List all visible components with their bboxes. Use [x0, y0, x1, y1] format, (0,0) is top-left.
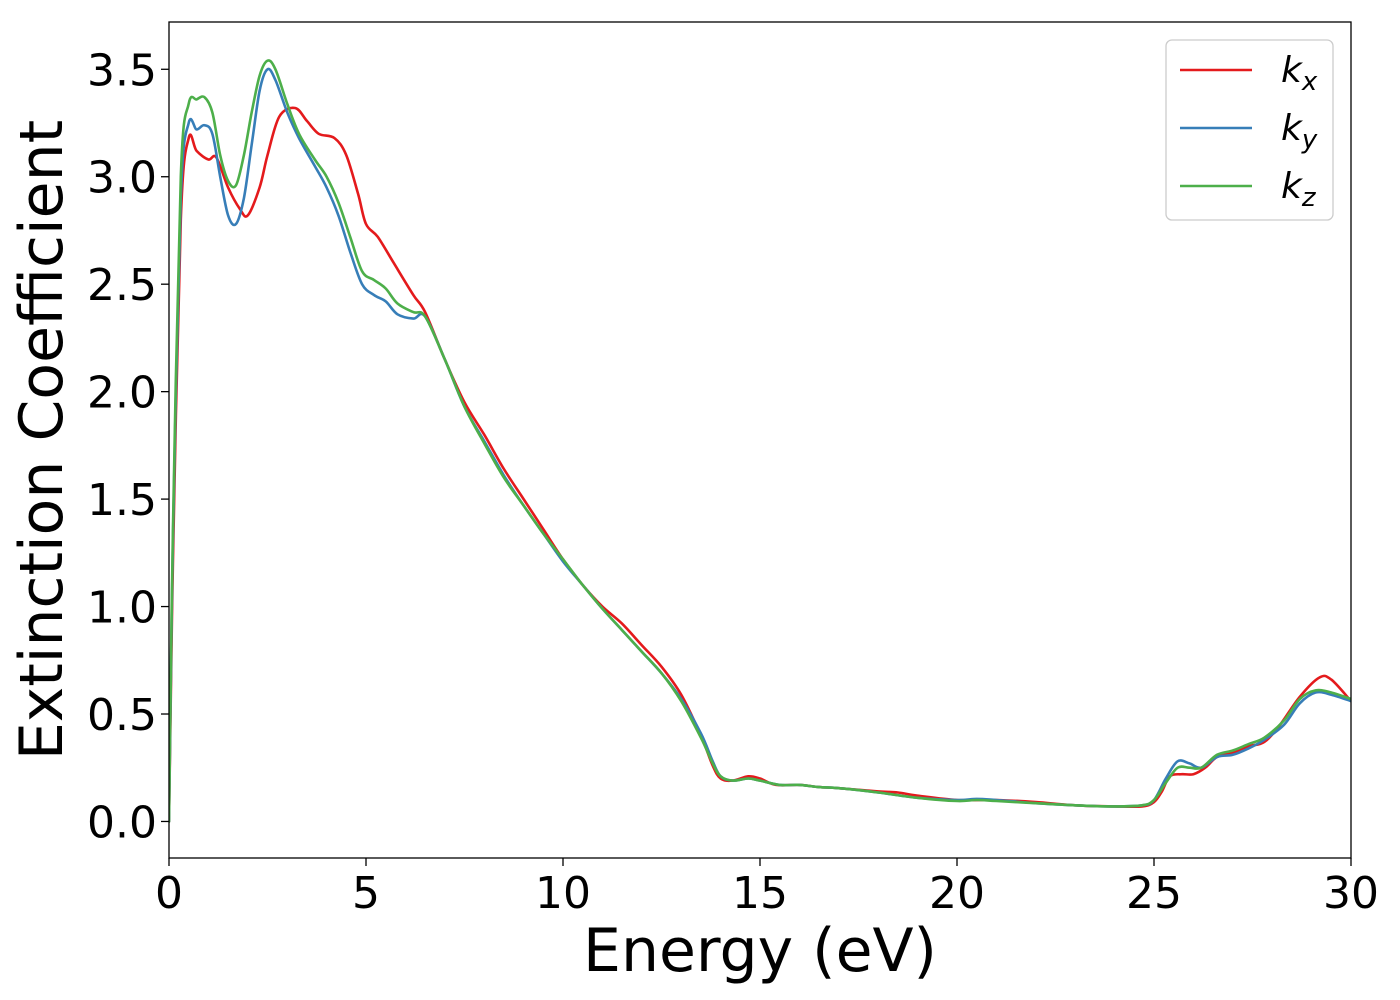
legend-label-kx: kx — [1281, 50, 1318, 97]
y-tick-label: 2.0 — [87, 368, 157, 419]
legend: kx ky kz — [1165, 39, 1334, 221]
legend-label-ky: ky — [1281, 108, 1318, 155]
x-tick-label: 0 — [155, 868, 183, 919]
series-layer — [169, 59, 1351, 823]
y-tick-label: 0.5 — [87, 690, 157, 741]
x-axis-title: Energy (eV) — [583, 916, 937, 986]
y-tick-label: 2.5 — [87, 260, 157, 311]
y-tick-label: 3.5 — [87, 45, 157, 96]
series-line-kz — [169, 59, 1351, 823]
x-tick-label: 5 — [352, 868, 380, 919]
legend-label-kz: kz — [1281, 166, 1317, 213]
y-tick-label: 0.0 — [87, 797, 157, 848]
x-tick-label: 20 — [929, 868, 985, 919]
y-axis-title: Extinction Coefficient — [7, 120, 77, 760]
y-tick-label: 3.0 — [87, 153, 157, 204]
y-axis: 0.0 0.5 1.0 1.5 2.0 2.5 3.0 3.5 — [87, 45, 169, 848]
legend-box — [1165, 39, 1334, 221]
y-tick-label: 1.0 — [87, 583, 157, 634]
y-tick-label: 1.5 — [87, 475, 157, 526]
x-tick-label: 15 — [732, 868, 788, 919]
x-axis: 0 5 10 15 20 25 30 — [155, 858, 1379, 919]
x-tick-label: 25 — [1126, 868, 1182, 919]
x-tick-label: 10 — [535, 868, 591, 919]
x-tick-label: 30 — [1323, 868, 1379, 919]
